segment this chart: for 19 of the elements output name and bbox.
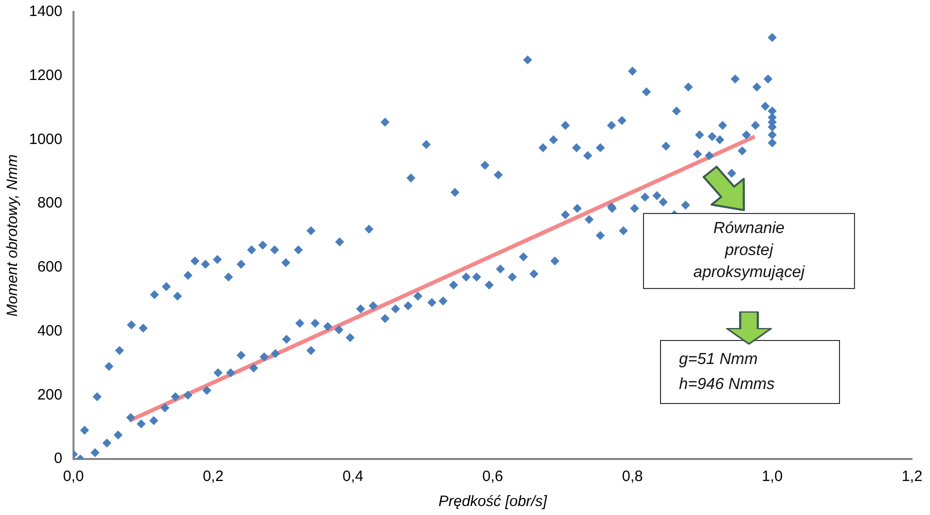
y-tick-label: 1400 — [28, 3, 62, 20]
x-tick-label: 0,2 — [202, 468, 224, 486]
note-box: Równanie prostej aproksymującej — [643, 213, 855, 289]
x-tick-label: 1,2 — [902, 468, 922, 486]
x-tick-label: 1,0 — [762, 468, 783, 486]
x-tick-label: 0,0 — [62, 468, 84, 486]
y-tick-label: 400 — [37, 322, 62, 340]
y-tick-label: 800 — [37, 194, 62, 212]
y-tick-label: 1200 — [28, 67, 62, 84]
y-tick-label: 600 — [37, 258, 62, 276]
x-tick-label: 0,8 — [622, 468, 643, 486]
y-tick-label: 1000 — [28, 130, 62, 148]
note-box: g=51 Nmm h=946 Nmms — [660, 340, 840, 404]
x-tick-label: 0,4 — [342, 468, 364, 486]
y-tick-label: 0 — [54, 450, 62, 468]
y-tick-label: 200 — [37, 386, 62, 404]
x-axis-title: Prędkość [obr/s] — [438, 493, 548, 510]
x-tick-label: 0,6 — [482, 468, 504, 486]
y-axis-title: Moment obrotowy, Nmm — [4, 154, 22, 317]
